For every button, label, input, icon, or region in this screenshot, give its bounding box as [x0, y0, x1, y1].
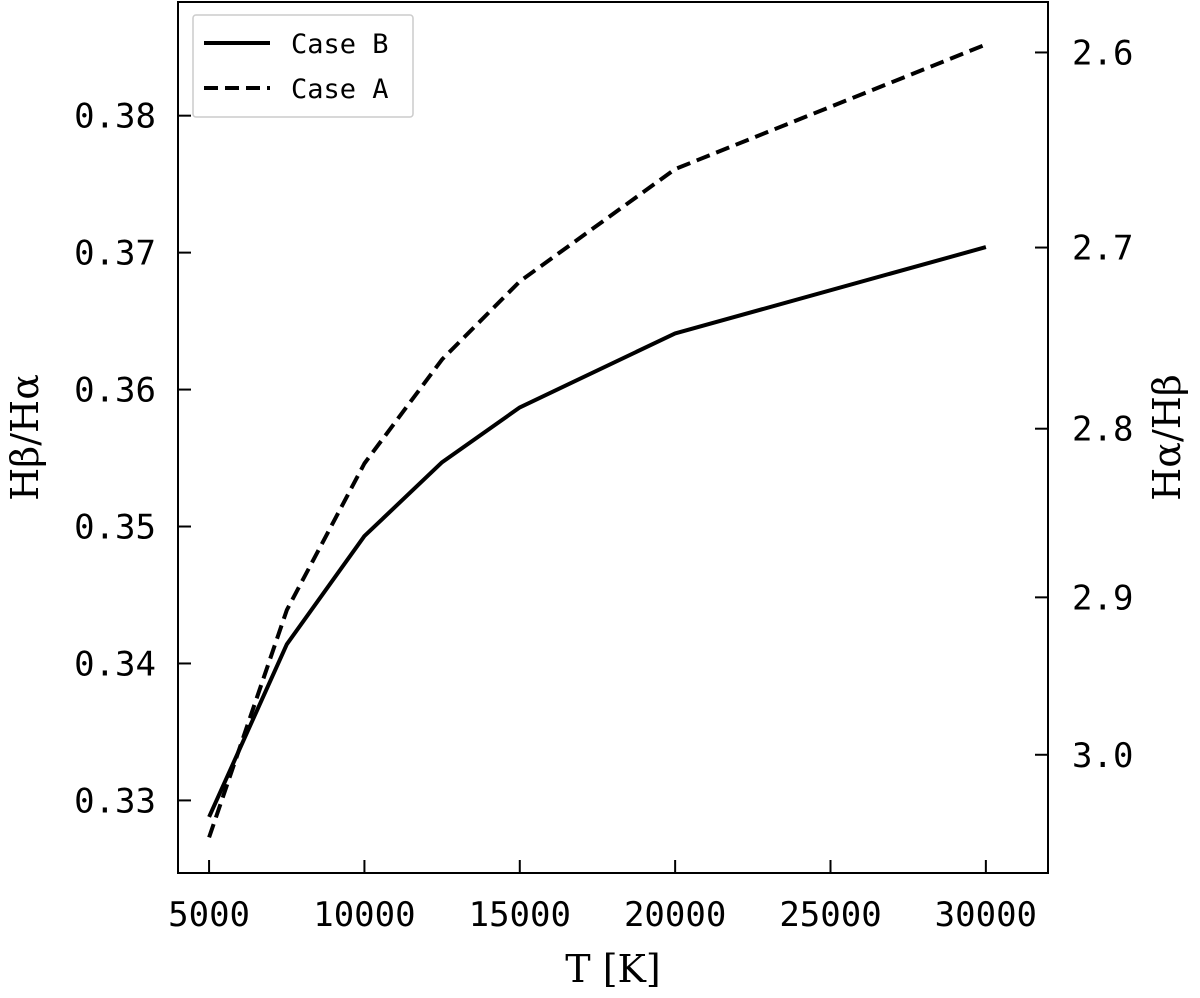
legend-label-case-a: Case A: [291, 74, 389, 105]
x-axis-label: T [K]: [565, 947, 660, 991]
y-right-axis-label: Hα/Hβ: [1145, 374, 1189, 501]
x-tick-label: 5000: [168, 895, 250, 935]
y-tick-label: 0.34: [74, 644, 156, 684]
y-right-tick-label: 2.7: [1072, 229, 1133, 269]
x-tick-label: 30000: [935, 895, 1037, 935]
y-right-tick-label: 2.9: [1072, 578, 1133, 618]
plot-area: [207, 42, 987, 839]
y-axis-label: Hβ/Hα: [3, 374, 47, 501]
y-right-tick-label: 2.8: [1072, 410, 1133, 450]
legend-box: [192, 14, 414, 118]
legend-label-case-b: Case B: [291, 29, 389, 60]
y-tick-label: 0.36: [74, 371, 156, 411]
y-tick-label: 0.37: [74, 234, 156, 274]
series-line-case-a: [207, 42, 987, 839]
series-line-case-b: [207, 245, 987, 818]
x-tick-label: 25000: [779, 895, 881, 935]
y-tick-label: 0.33: [74, 781, 156, 821]
legend: Case B Case A: [192, 14, 414, 118]
x-tick-label: 10000: [313, 895, 415, 935]
plot-frame: [177, 1, 1049, 874]
y-right-tick-label: 2.6: [1072, 33, 1133, 73]
x-tick-label: 15000: [469, 895, 571, 935]
x-tick-label: 20000: [624, 895, 726, 935]
y-tick-label: 0.35: [74, 508, 156, 548]
axis-labels: 5000 10000 15000 20000 25000 30000 0.33 0.34 0.3…: [3, 33, 1189, 991]
y-tick-label: 0.38: [74, 97, 156, 137]
axis-ticks: [178, 51, 1048, 873]
y-right-tick-label: 3.0: [1072, 736, 1133, 776]
